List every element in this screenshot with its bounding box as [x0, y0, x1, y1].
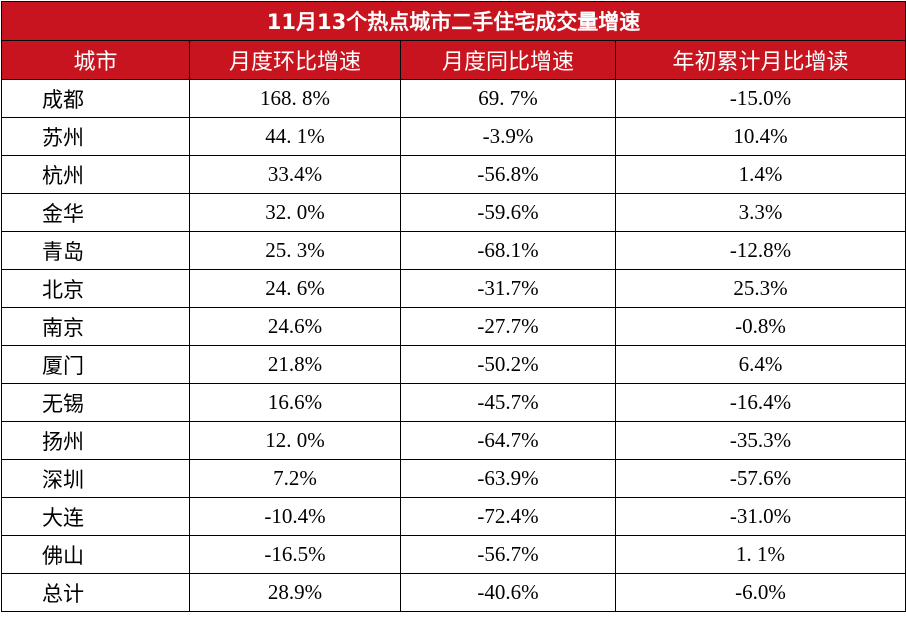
- city-cell: 无锡: [1, 383, 190, 422]
- value-cell: 69. 7%: [400, 79, 616, 118]
- value-cell: -45.7%: [400, 383, 616, 422]
- value-cell: -16.5%: [189, 535, 401, 574]
- city-cell: 杭州: [1, 155, 190, 194]
- value-cell: 33.4%: [189, 155, 401, 194]
- table-row: 南京 24.6% -27.7% -0.8%: [1, 307, 906, 346]
- value-cell: -3.9%: [400, 117, 616, 156]
- value-cell: -56.8%: [400, 155, 616, 194]
- value-cell: -0.8%: [614, 307, 906, 346]
- value-cell: 10.4%: [614, 117, 906, 156]
- value-cell: -35.3%: [614, 421, 906, 460]
- value-cell: 21.8%: [189, 345, 401, 384]
- column-header: 城市: [1, 40, 190, 80]
- value-cell: -64.7%: [400, 421, 616, 460]
- value-cell: -16.4%: [614, 383, 906, 422]
- value-cell: -68.1%: [400, 231, 616, 270]
- value-cell: 28.9%: [189, 573, 401, 612]
- column-header: 月度环比增速: [189, 40, 401, 80]
- value-cell: -27.7%: [400, 307, 616, 346]
- value-cell: 7.2%: [189, 459, 401, 498]
- value-cell: 44. 1%: [189, 117, 401, 156]
- value-cell: 25. 3%: [189, 231, 401, 270]
- city-cell: 苏州: [1, 117, 190, 156]
- value-cell: -10.4%: [189, 497, 401, 536]
- table-row: 苏州 44. 1% -3.9% 10.4%: [1, 117, 906, 156]
- table-row: 厦门 21.8% -50.2% 6.4%: [1, 345, 906, 384]
- value-cell: -50.2%: [400, 345, 616, 384]
- value-cell: -56.7%: [400, 535, 616, 574]
- value-cell: -6.0%: [614, 573, 906, 612]
- value-cell: 25.3%: [614, 269, 906, 308]
- table-row: 金华 32. 0% -59.6% 3.3%: [1, 193, 906, 232]
- table-title: 11月13个热点城市二手住宅成交量增速: [0, 1, 906, 41]
- value-cell: -63.9%: [400, 459, 616, 498]
- value-cell: 168. 8%: [189, 79, 401, 118]
- city-cell: 金华: [1, 193, 190, 232]
- value-cell: 24. 6%: [189, 269, 401, 308]
- value-cell: 3.3%: [614, 193, 906, 232]
- city-cell: 总计: [1, 573, 190, 612]
- value-cell: -12.8%: [614, 231, 906, 270]
- table-row: 总计 28.9% -40.6% -6.0%: [1, 573, 906, 612]
- column-header: 月度同比增速: [400, 40, 616, 80]
- value-cell: -59.6%: [400, 193, 616, 232]
- table-row: 杭州 33.4% -56.8% 1.4%: [1, 155, 906, 194]
- city-cell: 北京: [1, 269, 190, 308]
- value-cell: 1. 1%: [614, 535, 906, 574]
- table-row: 成都 168. 8% 69. 7% -15.0%: [1, 79, 906, 118]
- header-row: 城市 月度环比增速 月度同比增速 年初累计月比增读: [1, 40, 906, 80]
- value-cell: 1.4%: [614, 155, 906, 194]
- city-cell: 大连: [1, 497, 190, 536]
- value-cell: -31.7%: [400, 269, 616, 308]
- value-cell: 6.4%: [614, 345, 906, 384]
- city-cell: 深圳: [1, 459, 190, 498]
- table-row: 青岛 25. 3% -68.1% -12.8%: [1, 231, 906, 270]
- value-cell: -57.6%: [614, 459, 906, 498]
- value-cell: 24.6%: [189, 307, 401, 346]
- city-cell: 佛山: [1, 535, 190, 574]
- value-cell: -15.0%: [614, 79, 906, 118]
- table-row: 大连 -10.4% -72.4% -31.0%: [1, 497, 906, 536]
- value-cell: 16.6%: [189, 383, 401, 422]
- table-row: 佛山 -16.5% -56.7% 1. 1%: [1, 535, 906, 574]
- value-cell: -31.0%: [614, 497, 906, 536]
- value-cell: -40.6%: [400, 573, 616, 612]
- city-cell: 扬州: [1, 421, 190, 460]
- table-row: 无锡 16.6% -45.7% -16.4%: [1, 383, 906, 422]
- table-row: 深圳 7.2% -63.9% -57.6%: [1, 459, 906, 498]
- column-header: 年初累计月比增读: [614, 40, 906, 80]
- city-cell: 厦门: [1, 345, 190, 384]
- city-cell: 成都: [1, 79, 190, 118]
- table-row: 扬州 12. 0% -64.7% -35.3%: [1, 421, 906, 460]
- city-cell: 青岛: [1, 231, 190, 270]
- value-cell: -72.4%: [400, 497, 616, 536]
- value-cell: 32. 0%: [189, 193, 401, 232]
- table-row: 北京 24. 6% -31.7% 25.3%: [1, 269, 906, 308]
- city-cell: 南京: [1, 307, 190, 346]
- table-body: 成都 168. 8% 69. 7% -15.0% 苏州 44. 1% -3.9% 10.4% 杭…: [1, 79, 906, 612]
- value-cell: 12. 0%: [189, 421, 401, 460]
